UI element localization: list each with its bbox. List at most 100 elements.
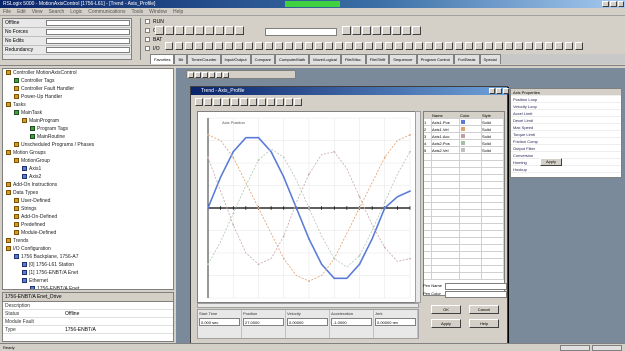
instruction-icon[interactable] <box>175 42 183 50</box>
dialog-maximize-button[interactable] <box>496 88 502 94</box>
trend-plot[interactable]: Axis Position <box>197 111 419 303</box>
menu-item[interactable]: Communications <box>88 9 126 15</box>
tree-item[interactable]: I/O Configuration <box>3 245 173 253</box>
instruction-icon[interactable] <box>165 42 173 50</box>
tree-item[interactable]: MotionGroup <box>3 157 173 165</box>
instruction-icon[interactable] <box>435 42 443 50</box>
trend-tool-icon[interactable] <box>222 98 230 106</box>
axis-table-row[interactable]: Decel Limit <box>511 117 621 124</box>
minimize-button[interactable] <box>602 1 609 7</box>
axis-table-row[interactable]: Conversion <box>511 152 621 159</box>
pen-row[interactable]: 4 Axis2.Pos Solid <box>424 140 504 147</box>
trend-tool-icon[interactable] <box>231 98 239 106</box>
instruction-icon[interactable] <box>515 42 523 50</box>
axis-table-row[interactable]: Position Loop <box>511 96 621 103</box>
instruction-icon[interactable] <box>325 42 333 50</box>
tree-item[interactable]: Tasks <box>3 101 173 109</box>
instruction-icon[interactable] <box>355 42 363 50</box>
status-dropdown[interactable] <box>46 38 130 44</box>
tree-item[interactable]: MainRoutine <box>3 133 173 141</box>
pen-color[interactable] <box>460 147 482 153</box>
path-icon[interactable] <box>382 26 391 35</box>
tab-file-misc-[interactable]: File/Misc. <box>340 54 366 64</box>
tab-sequencer[interactable]: Sequencer <box>389 54 417 64</box>
instruction-icon[interactable] <box>465 42 473 50</box>
tab-input-output[interactable]: Input/Output <box>220 54 251 64</box>
pen-color[interactable] <box>460 140 482 146</box>
instruction-icon[interactable] <box>275 42 283 50</box>
instruction-icon[interactable] <box>235 42 243 50</box>
pen-style[interactable]: Solid <box>482 147 504 153</box>
trend-tool-icon[interactable] <box>213 98 221 106</box>
search-input[interactable] <box>265 28 337 36</box>
instruction-icon[interactable] <box>565 42 573 50</box>
plot-horizontal-scrollbar[interactable] <box>197 303 419 308</box>
apply-button[interactable]: Apply <box>431 319 461 328</box>
pen-row[interactable]: 3 Axis1.Acc Solid <box>424 133 504 140</box>
tab-move-logical[interactable]: Move/Logical <box>309 54 341 64</box>
help-button[interactable]: Help <box>469 319 499 328</box>
menu-item[interactable]: Window <box>149 9 167 15</box>
tree-item[interactable]: Controller MotionAxisControl <box>3 69 173 77</box>
axis-table-row[interactable]: Velocity Loop <box>511 103 621 110</box>
tab-favorites[interactable]: Favorites <box>150 54 175 64</box>
zoom-in-icon[interactable] <box>202 72 208 78</box>
pen-style[interactable]: Solid <box>482 126 504 132</box>
tree-item[interactable]: Controller Tags <box>3 77 173 85</box>
axis-apply-button[interactable]: Apply <box>540 158 562 166</box>
instruction-icon[interactable] <box>375 42 383 50</box>
tree-item[interactable]: Add-On Instructions <box>3 181 173 189</box>
tab-compute-math[interactable]: Compute/Math <box>275 54 310 64</box>
redo-icon[interactable] <box>235 26 244 35</box>
trend-tool-icon[interactable] <box>258 98 266 106</box>
pan-icon[interactable] <box>216 72 222 78</box>
tree-item[interactable]: Ethernet <box>3 277 173 285</box>
print-icon[interactable] <box>185 26 194 35</box>
instruction-icon[interactable] <box>455 42 463 50</box>
tree-item[interactable]: Data Types <box>3 189 173 197</box>
trend-tool-icon[interactable] <box>276 98 284 106</box>
tab-file-shift[interactable]: File/Shift <box>365 54 390 64</box>
tree-item[interactable]: User-Defined <box>3 197 173 205</box>
instruction-icon[interactable] <box>265 42 273 50</box>
instruction-icon[interactable] <box>365 42 373 50</box>
menu-item[interactable]: File <box>3 9 12 15</box>
axis-table-row[interactable]: Output Filter <box>511 145 621 152</box>
axis-table-row[interactable]: Torque Limit <box>511 131 621 138</box>
plot-vertical-scrollbar[interactable] <box>415 111 421 303</box>
trend-tool-icon[interactable] <box>249 98 257 106</box>
run-icon[interactable] <box>188 72 194 78</box>
tree-item[interactable]: Motion Groups <box>3 149 173 157</box>
zoom-icon[interactable] <box>362 26 371 35</box>
menu-item[interactable]: Edit <box>17 9 26 15</box>
instruction-icon[interactable] <box>575 42 583 50</box>
trend-tool-icon[interactable] <box>240 98 248 106</box>
instruction-icon[interactable] <box>445 42 453 50</box>
instruction-icon[interactable] <box>205 42 213 50</box>
trend-tool-icon[interactable] <box>195 98 203 106</box>
instruction-icon[interactable] <box>285 42 293 50</box>
tab-for-break[interactable]: For/Break <box>453 54 480 64</box>
ok-button[interactable]: OK <box>431 305 461 314</box>
instruction-icon[interactable] <box>385 42 393 50</box>
instruction-icon[interactable] <box>295 42 303 50</box>
dialog-minimize-button[interactable] <box>489 88 495 94</box>
axis-table-row[interactable]: Hookup <box>511 166 621 173</box>
tree-item[interactable]: Power-Up Handler <box>3 93 173 101</box>
menu-item[interactable]: View <box>31 9 43 15</box>
pen-style[interactable]: Solid <box>482 119 504 125</box>
instruction-icon[interactable] <box>485 42 493 50</box>
instruction-icon[interactable] <box>475 42 483 50</box>
pen-field-input[interactable] <box>445 283 507 290</box>
menu-item[interactable]: Logic <box>70 9 83 15</box>
instruction-icon[interactable] <box>495 42 503 50</box>
tree-item[interactable]: [1] 1756-ENBT/A Enet <box>3 269 173 277</box>
stop-icon[interactable] <box>195 72 201 78</box>
trend-tool-icon[interactable] <box>294 98 302 106</box>
trend-tool-icon[interactable] <box>285 98 293 106</box>
instruction-icon[interactable] <box>215 42 223 50</box>
instruction-icon[interactable] <box>315 42 323 50</box>
instruction-icon[interactable] <box>335 42 343 50</box>
tab-special[interactable]: Special <box>479 54 501 64</box>
verify-icon[interactable] <box>352 26 361 35</box>
